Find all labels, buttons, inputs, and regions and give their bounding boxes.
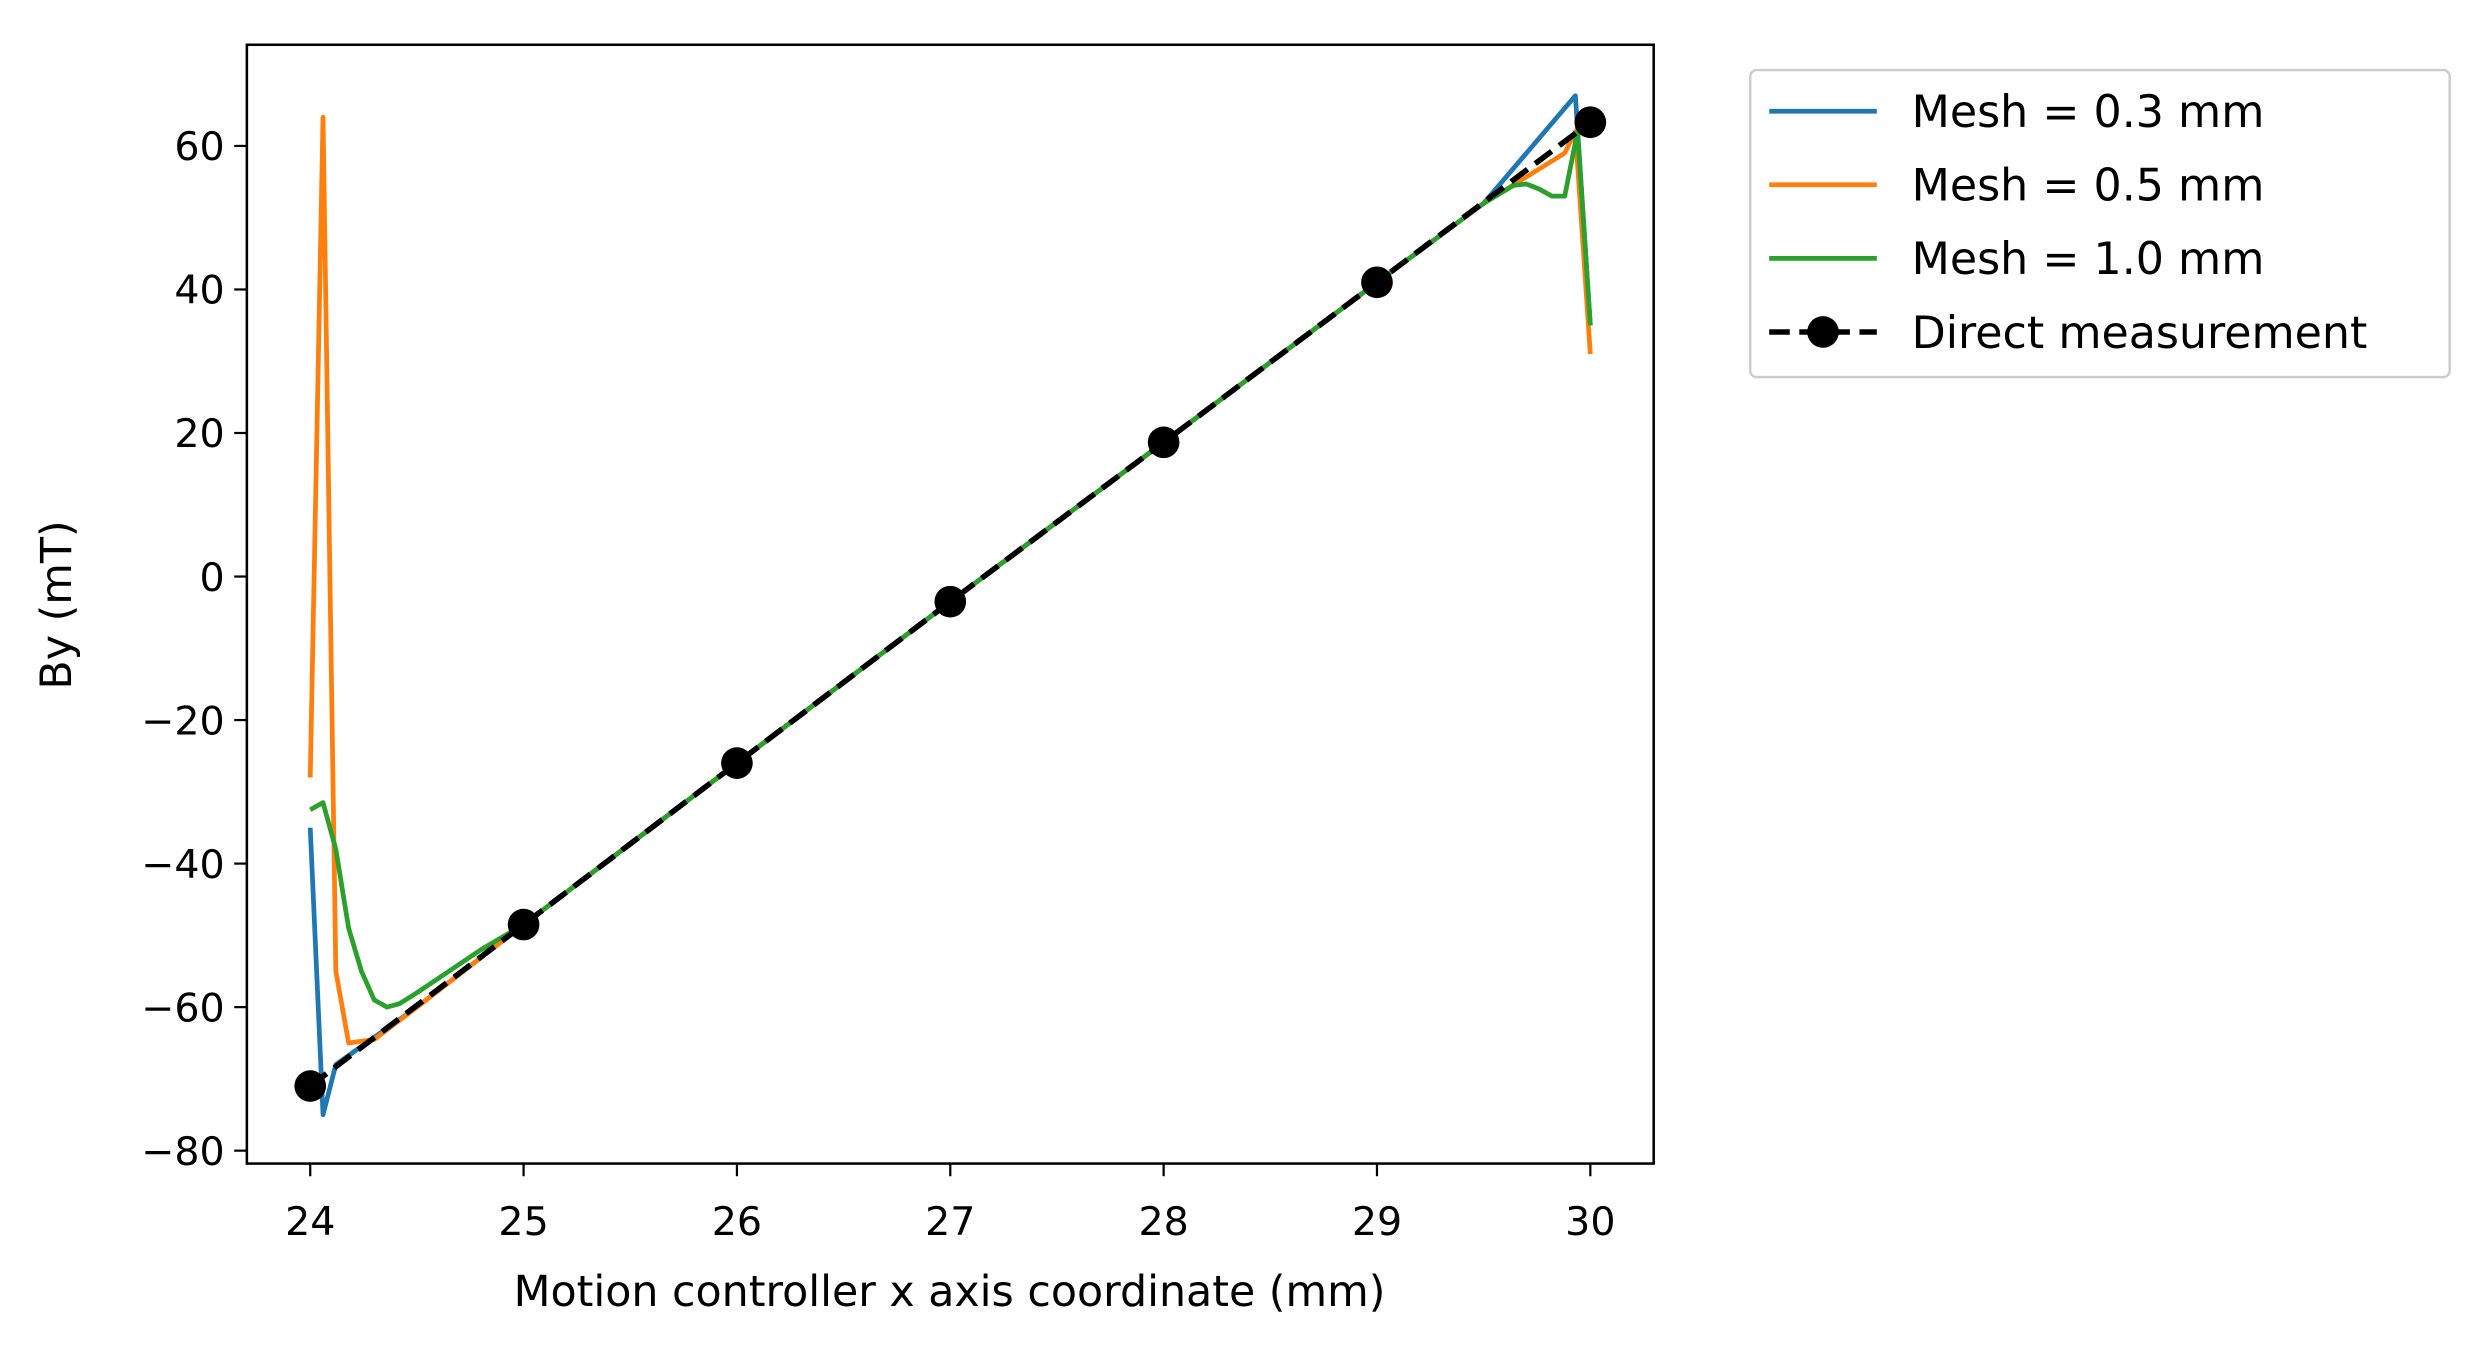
x-tick-label: 28 [1138,1199,1188,1245]
x-tick-label: 25 [498,1199,548,1245]
y-axis-label: By (mT) [32,520,82,689]
y-tick-label: 40 [174,268,224,314]
data-marker [1574,106,1607,139]
axes-frame [245,43,1655,1165]
legend-label: Mesh = 1.0 mm [1912,234,2265,285]
y-tick-label: 0 [200,555,225,601]
x-tick-label: 24 [285,1199,335,1245]
legend-label: Mesh = 0.3 mm [1912,87,2265,138]
data-marker [934,585,967,618]
data-marker [507,908,540,941]
x-tick-label: 27 [925,1199,975,1245]
data-marker [294,1070,327,1102]
legend-label: Mesh = 0.5 mm [1912,161,2265,212]
data-marker [1361,266,1393,299]
y-tick-label: −80 [141,1129,224,1175]
x-tick-label: 30 [1565,1199,1615,1245]
y-tick-label: −40 [141,842,224,888]
x-tick-label: 29 [1352,1199,1402,1245]
y-tick-label: −60 [141,985,224,1031]
plot-area [294,93,1607,1118]
legend-box [1749,68,2451,379]
y-tick-label: −20 [141,698,224,744]
series-line [307,114,1593,1046]
data-marker [721,747,753,779]
y-tick-label: 60 [174,124,224,170]
y-tick-label: 20 [174,411,224,457]
x-axis-label: Motion controller x axis coordinate (mm) [514,1267,1386,1317]
legend-label: Direct measurement [1912,308,2368,359]
legend-marker [1807,316,1839,348]
data-marker [1147,426,1180,459]
x-tick-label: 26 [712,1199,762,1245]
